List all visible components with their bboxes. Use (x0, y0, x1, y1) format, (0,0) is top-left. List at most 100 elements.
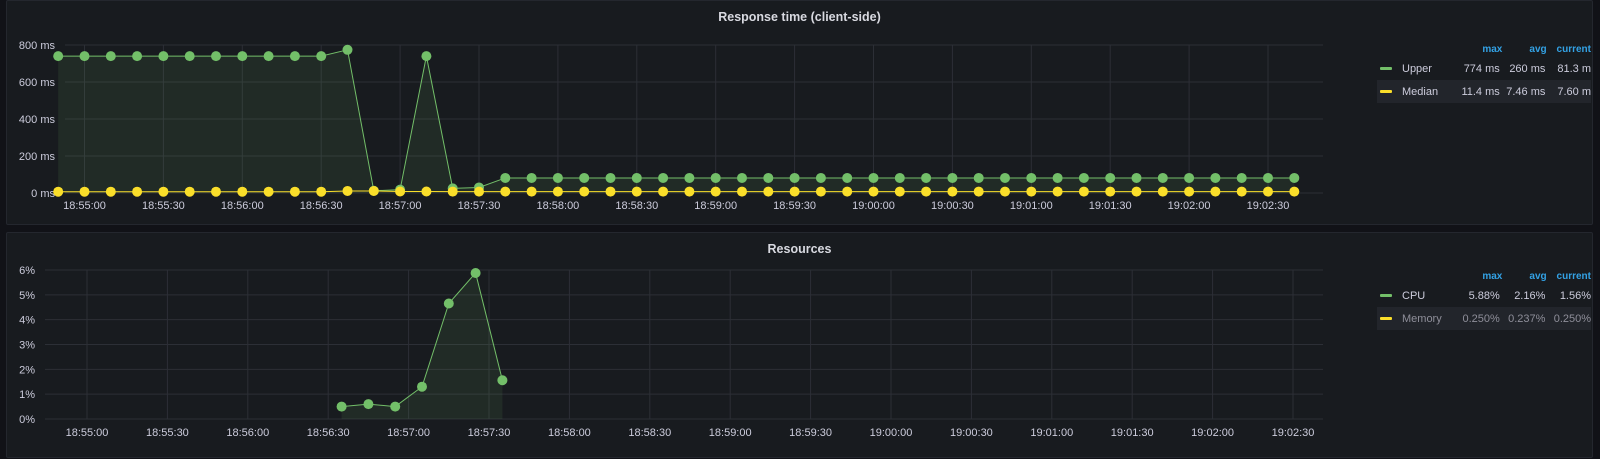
x-tick-label: 18:57:00 (387, 427, 430, 439)
x-tick-label-text: 18:56:00 (221, 200, 264, 212)
panel-title[interactable]: Resources (767, 242, 832, 256)
y-tick-label: 3% (19, 340, 35, 352)
x-tick-label: 18:56:00 (221, 200, 264, 212)
series-avg: 2.16% (1514, 289, 1546, 302)
data-point-median (1184, 186, 1195, 197)
x-tick-label-text: 19:00:00 (870, 427, 913, 439)
x-tick-label-text: 19:02:30 (1272, 427, 1315, 439)
x-tick-label-text: 18:55:00 (63, 200, 106, 212)
legend-header-avg[interactable]: avg (1529, 43, 1547, 55)
data-point-upper (868, 172, 879, 183)
legend-item-memory[interactable]: Memory 0.250% 0.237% 0.250% (1377, 307, 1591, 330)
data-point-median (1157, 186, 1168, 197)
x-tick-label-text: 18:56:30 (300, 200, 343, 212)
legend-header-current[interactable]: current (1556, 270, 1591, 282)
x-tick-label: 18:57:30 (468, 427, 511, 439)
data-point-median (658, 186, 669, 197)
series-name: Upper (1402, 62, 1432, 75)
data-point-upper (158, 51, 169, 62)
data-point-median (237, 186, 248, 197)
x-tick-label-text: 18:58:30 (615, 200, 658, 212)
y-tick-label-text: 400 ms (19, 114, 56, 126)
legend-header-current[interactable]: current (1556, 43, 1591, 55)
x-tick-label: 18:55:30 (146, 427, 189, 439)
resources-chart: 0% 1% 2% 3% 4% 5% 6% 18:55:00 18:55:30 18:56:00 18… (19, 265, 1323, 439)
data-point-upper (684, 172, 695, 183)
x-tick-label-text: 18:55:00 (66, 427, 109, 439)
series-color-swatch[interactable] (1380, 294, 1392, 297)
data-point-upper (1026, 172, 1037, 183)
legend-item-cpu[interactable]: CPU 5.88% 2.16% 1.56% (1377, 284, 1591, 307)
x-tick-label: 19:00:00 (852, 200, 895, 212)
data-point-median (263, 186, 274, 197)
series-max: 774 ms (1463, 62, 1500, 75)
x-tick-label: 19:01:30 (1089, 200, 1132, 212)
panel-title[interactable]: Response time (client-side) (718, 10, 881, 24)
data-point-upper (342, 44, 353, 55)
data-point-median (1052, 186, 1063, 197)
data-point-upper (1131, 172, 1142, 183)
data-point-upper (737, 172, 747, 183)
data-point-median (973, 186, 984, 197)
data-point-upper (789, 172, 800, 183)
series-max: 5.88% (1468, 289, 1500, 302)
y-tick-label-text: 5% (19, 290, 35, 302)
y-tick-label-text: 600 ms (19, 77, 56, 89)
x-tick-label-text: 19:00:30 (950, 427, 993, 439)
legend-item-upper[interactable]: Upper 774 ms 260 ms 81.3 m (1377, 57, 1591, 80)
legend-header: max avg current (1377, 41, 1591, 57)
x-tick-label: 19:02:00 (1168, 200, 1211, 212)
data-point-upper (263, 51, 274, 62)
legend-item-median[interactable]: Median 11.4 ms 7.46 ms 7.60 m (1377, 80, 1591, 103)
series-color-swatch[interactable] (1380, 67, 1392, 70)
series-name: CPU (1402, 289, 1426, 302)
x-tick-label: 18:59:00 (694, 200, 737, 212)
legend-header-max[interactable]: max (1482, 43, 1503, 55)
x-tick-label: 19:00:30 (931, 200, 974, 212)
data-point-upper (237, 51, 248, 62)
x-tick-label-text: 18:55:30 (146, 427, 189, 439)
data-point-median (815, 186, 826, 197)
x-tick-label-text: 18:57:00 (387, 427, 430, 439)
x-tick-label: 18:58:30 (615, 200, 658, 212)
data-point-upper (658, 172, 669, 183)
series-avg: 0.237% (1508, 312, 1546, 325)
legend: max avg current Upper 774 ms 260 ms 81.3… (1377, 41, 1591, 103)
x-tick-label-text: 18:56:00 (226, 427, 269, 439)
x-tick-label-text: 18:58:00 (548, 427, 591, 439)
x-tick-label: 18:59:30 (773, 200, 816, 212)
x-tick-label-text: 18:57:30 (468, 427, 511, 439)
series-avg: 7.46 ms (1506, 85, 1546, 98)
data-point-median (211, 186, 221, 197)
data-point-median (1026, 186, 1037, 197)
data-point-median (552, 186, 563, 197)
data-point-median (132, 186, 143, 197)
data-point-upper (815, 172, 826, 183)
y-tick-label: 600 ms (19, 77, 56, 89)
x-tick-label: 19:01:00 (1030, 427, 1073, 439)
series-area-cpu (341, 272, 503, 419)
x-tick-label: 18:55:00 (63, 200, 106, 212)
y-tick-label-text: 200 ms (19, 151, 56, 163)
response-time-chart: 0 ms 200 ms 400 ms 600 ms 800 ms 18:55:00 18:5… (19, 40, 1323, 212)
data-point-upper (132, 51, 143, 62)
x-tick-label: 19:01:00 (1010, 200, 1053, 212)
data-point-median (395, 186, 406, 197)
x-tick-label-text: 19:01:00 (1030, 427, 1073, 439)
series-area-upper (58, 49, 1295, 194)
series-color-swatch[interactable] (1380, 90, 1392, 93)
data-point-median (1131, 186, 1142, 197)
response-time-panel: Response time (client-side) 0 ms 200 ms 40… (6, 0, 1593, 225)
x-tick-label: 19:02:30 (1272, 427, 1315, 439)
series-color-swatch[interactable] (1380, 317, 1392, 320)
data-point-upper (211, 51, 221, 62)
data-point-median (710, 186, 721, 197)
data-point-median (79, 186, 90, 197)
data-point-upper (53, 51, 64, 62)
data-point-median (1289, 186, 1300, 197)
data-point-median (500, 186, 511, 197)
legend-header-max[interactable]: max (1482, 270, 1503, 282)
y-tick-label: 200 ms (19, 151, 56, 163)
legend-header-avg[interactable]: avg (1529, 270, 1547, 282)
x-tick-label: 18:59:00 (709, 427, 752, 439)
